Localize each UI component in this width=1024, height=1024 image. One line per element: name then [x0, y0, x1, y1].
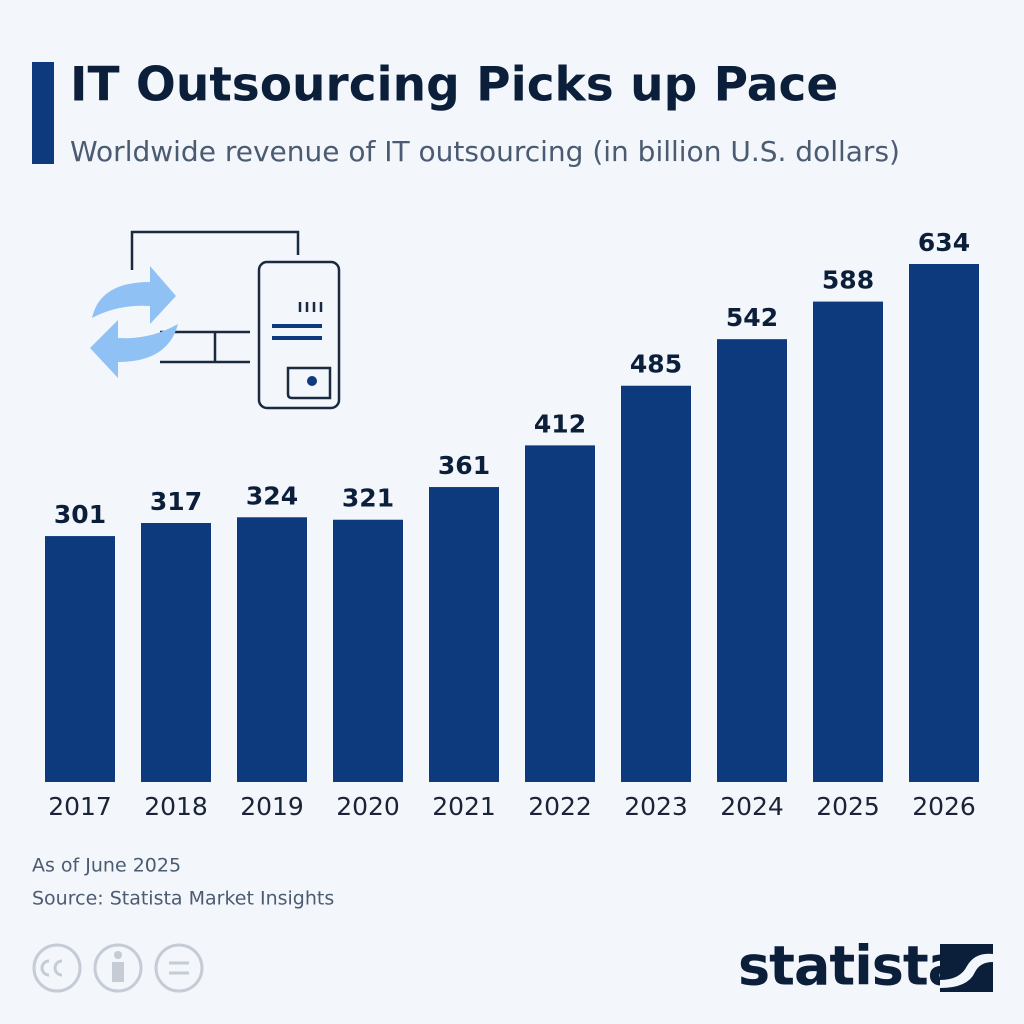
value-label: 317 — [150, 487, 202, 516]
x-tick-label: 2021 — [432, 792, 496, 821]
bar — [621, 385, 691, 782]
x-tick-label: 2023 — [624, 792, 688, 821]
chart-title: IT Outsourcing Picks up Pace — [70, 58, 838, 113]
value-label: 634 — [918, 228, 970, 257]
x-tick-label: 2019 — [240, 792, 304, 821]
brand-logo: statista — [738, 935, 963, 998]
value-label: 321 — [342, 484, 394, 513]
value-label: 542 — [726, 303, 778, 332]
illustration — [90, 230, 341, 410]
bar — [717, 339, 787, 782]
x-tick-label: 2017 — [48, 792, 112, 821]
x-tick-label: 2018 — [144, 792, 208, 821]
value-label: 361 — [438, 451, 490, 480]
value-label: 324 — [246, 481, 298, 510]
bar — [141, 523, 211, 782]
bar — [429, 487, 499, 782]
x-tick-label: 2020 — [336, 792, 400, 821]
x-tick-label: 2022 — [528, 792, 592, 821]
license-icons — [32, 943, 204, 993]
bar — [525, 445, 595, 782]
bar — [45, 536, 115, 782]
bar — [237, 517, 307, 782]
source: Source: Statista Market Insights — [32, 888, 334, 910]
chart-subtitle: Worldwide revenue of IT outsourcing (in … — [70, 135, 900, 168]
value-label: 301 — [54, 500, 106, 529]
title-accent — [32, 62, 54, 164]
x-tick-label: 2025 — [816, 792, 880, 821]
value-label: 588 — [822, 266, 874, 295]
x-tick-label: 2024 — [720, 792, 784, 821]
value-label: 412 — [534, 409, 586, 438]
x-tick-label: 2026 — [912, 792, 976, 821]
bar — [909, 264, 979, 782]
note: As of June 2025 — [32, 855, 181, 877]
brand-mark — [940, 944, 993, 992]
value-label: 485 — [630, 350, 682, 379]
bar — [333, 519, 403, 782]
bar — [813, 301, 883, 782]
